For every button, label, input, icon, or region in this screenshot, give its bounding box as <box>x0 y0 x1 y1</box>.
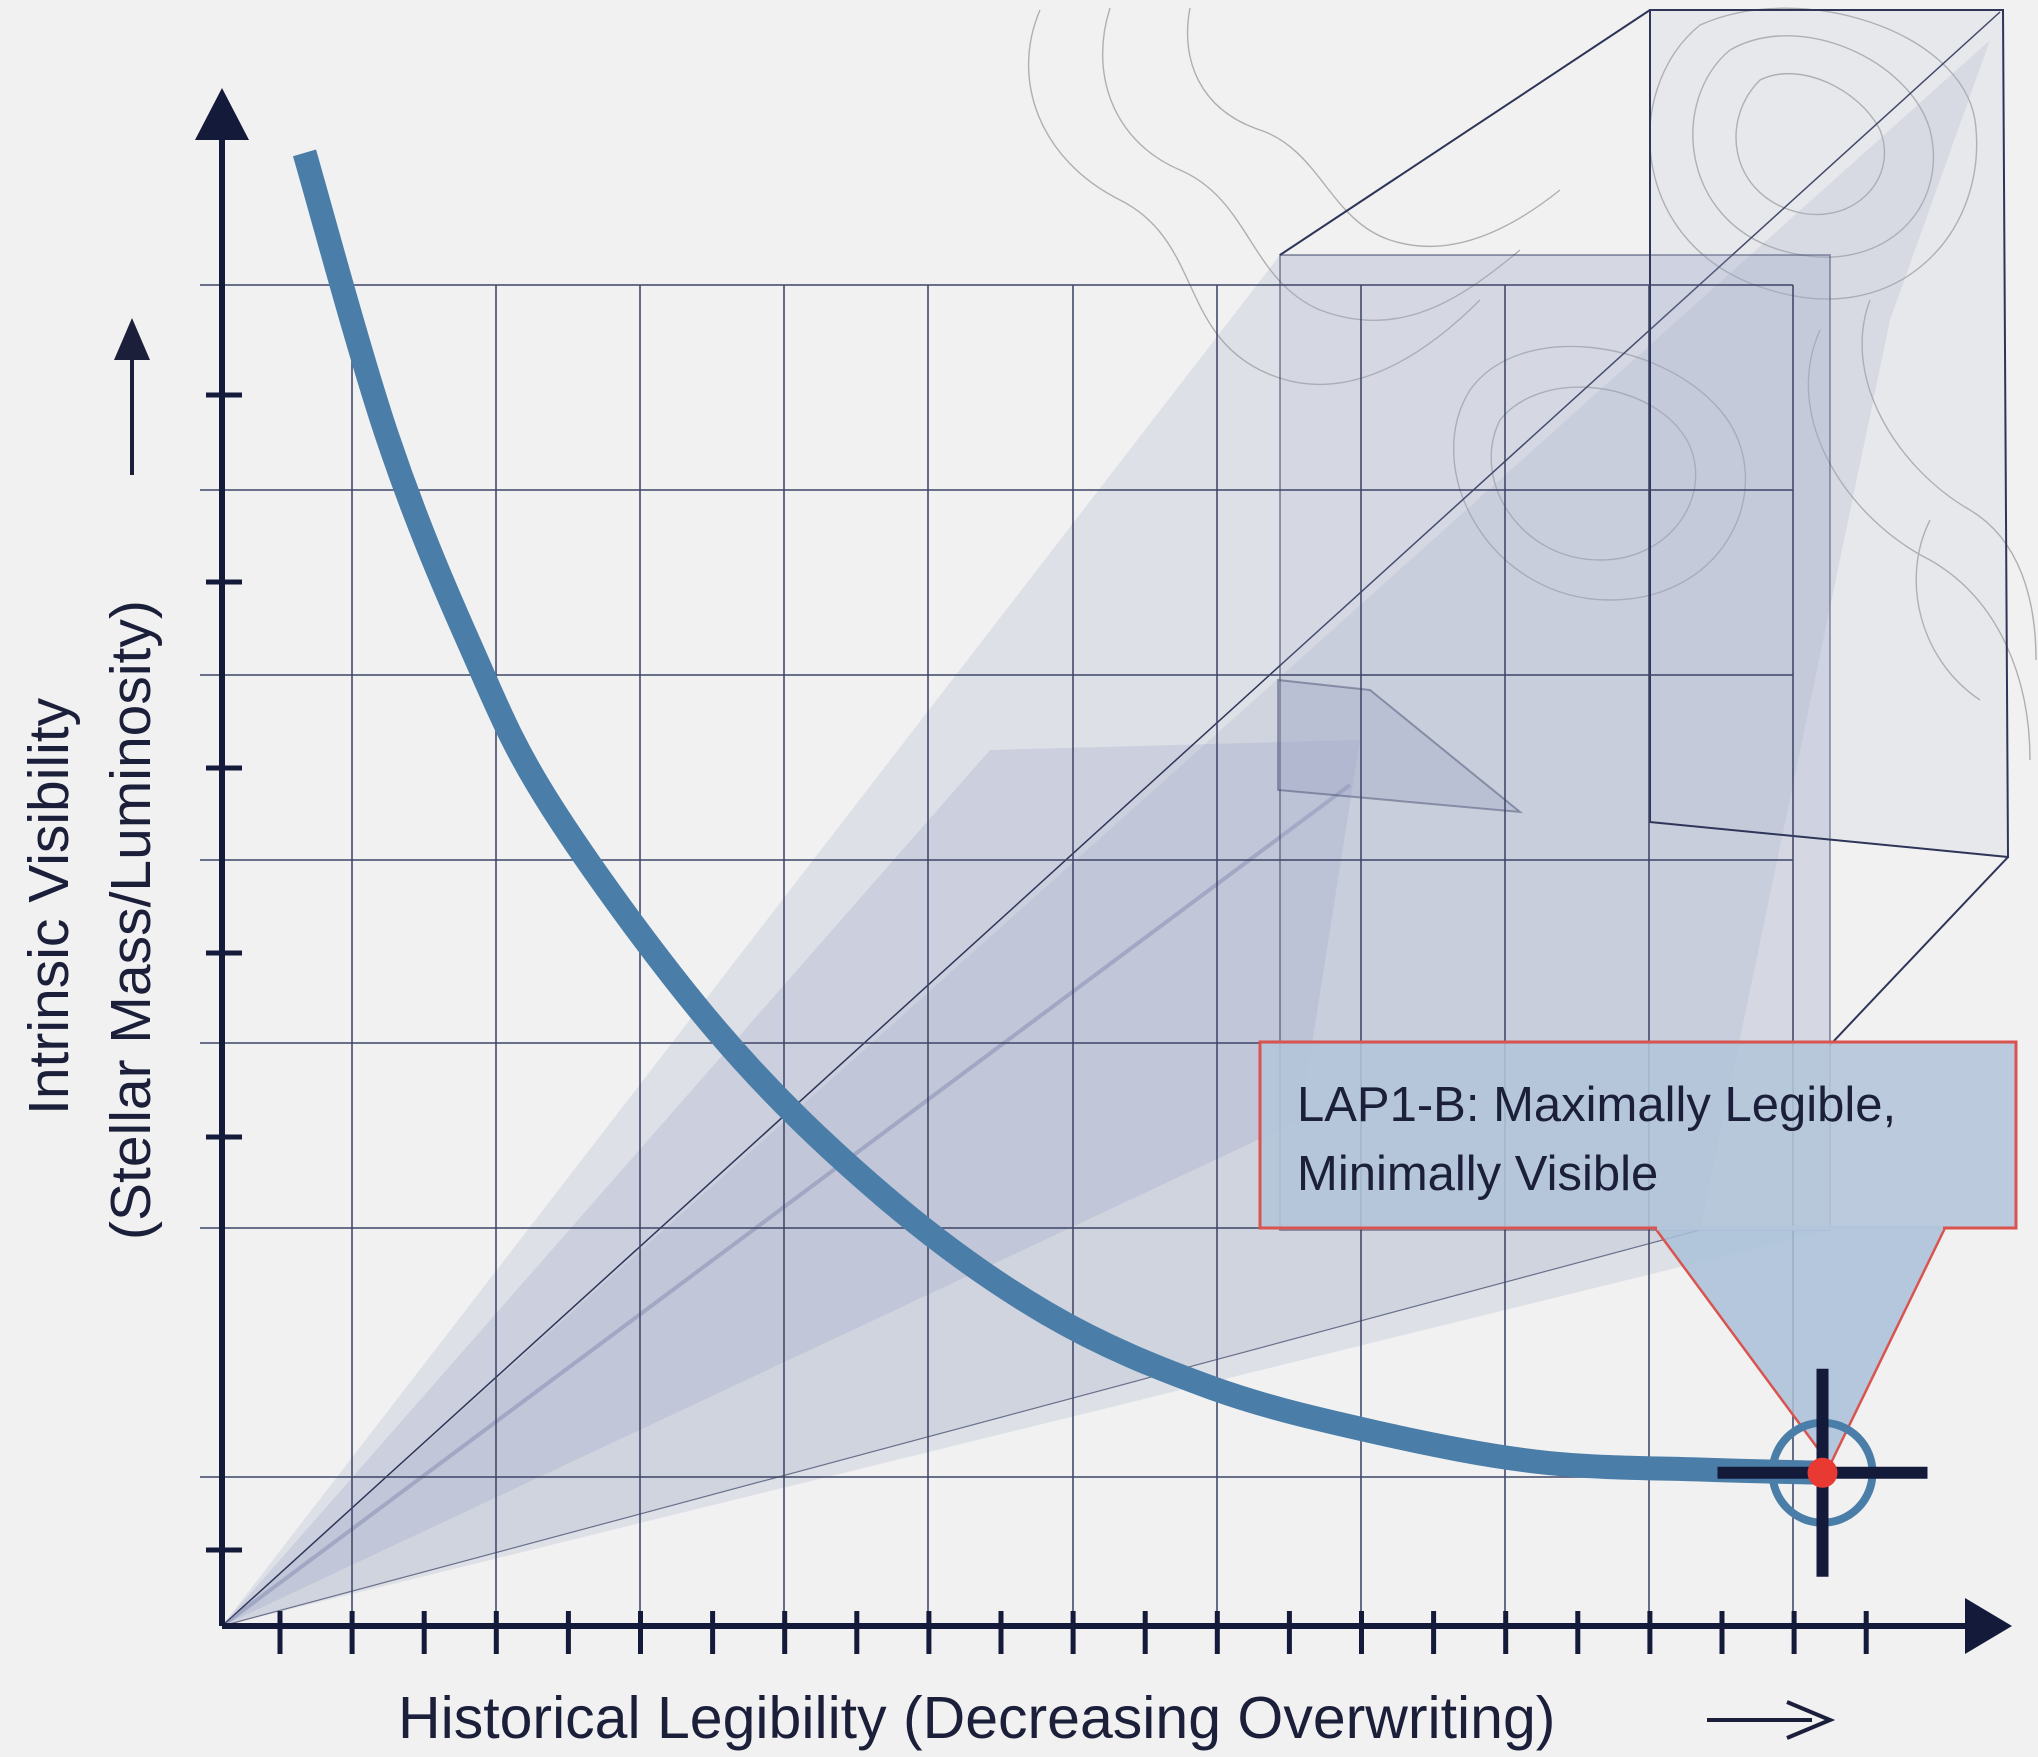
highlight-point <box>1807 1457 1838 1488</box>
y-axis-label-line2: (Stellar Mass/Luminosity) <box>99 600 163 1240</box>
y-axis-ticks <box>206 392 242 1553</box>
y-axis-label-line1: Intrinsic Visibility <box>17 697 81 1115</box>
series-line-1 <box>292 149 1823 1485</box>
x-axis-label-arrow <box>1707 1700 1836 1740</box>
callout-label-line2: Minimally Visible <box>1297 1147 1658 1201</box>
y-axis-label-arrow <box>114 318 150 475</box>
x-axis-arrowhead <box>1965 1598 2012 1654</box>
x-axis-ticks <box>277 1611 1869 1654</box>
x-axis-label: Historical Legibility (Decreasing Overwr… <box>398 1685 1555 1751</box>
highlight-marker <box>1717 1368 1928 1577</box>
callout-label-line1: LAP1-B: Maximally Legible, <box>1297 1078 1896 1132</box>
series-group <box>292 149 1823 1485</box>
axes <box>195 88 2012 1654</box>
callout-box <box>1258 1040 2018 1230</box>
topographic-contours <box>1027 7 2037 761</box>
callout: LAP1-B: Maximally Legible, Minimally Vis… <box>1258 1040 2018 1467</box>
y-axis-arrowhead <box>195 88 249 140</box>
